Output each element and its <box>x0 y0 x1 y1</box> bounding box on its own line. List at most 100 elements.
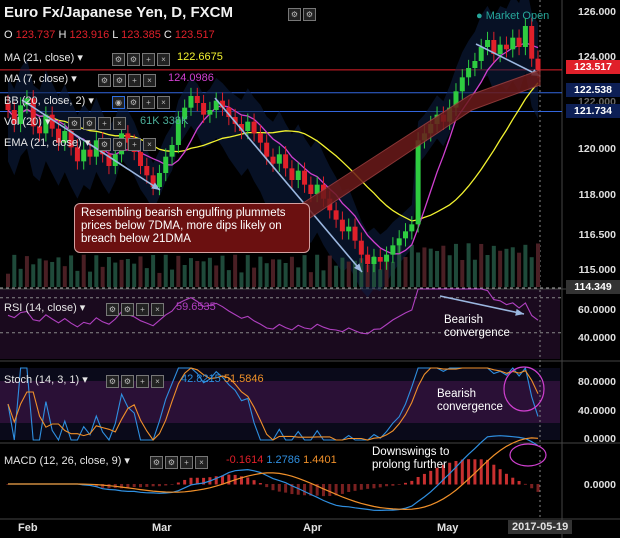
close-icon[interactable]: × <box>157 53 170 66</box>
volume-bar <box>132 263 137 287</box>
open-label: O <box>4 29 13 41</box>
gear-icon[interactable]: ⚙ <box>303 8 316 21</box>
candle-body <box>346 226 352 232</box>
close-icon[interactable]: × <box>113 117 126 130</box>
macd-legend[interactable]: MACD (12, 26, close, 9) ▾ <box>4 455 130 467</box>
gear-icon[interactable]: ⚙ <box>127 53 140 66</box>
close-icon[interactable]: × <box>157 96 170 109</box>
rsi-legend[interactable]: RSI (14, close) ▾ <box>4 302 86 314</box>
macd-annotation: Downswings to prolong further <box>372 446 450 471</box>
trend-arrow <box>475 43 541 77</box>
volume-bar <box>271 259 275 287</box>
settings-icon[interactable]: ⚙ <box>98 138 111 151</box>
close-icon[interactable]: × <box>151 375 164 388</box>
candle-body <box>295 170 301 180</box>
macd-histogram-bar <box>467 459 471 485</box>
plus-icon[interactable]: + <box>128 74 141 87</box>
plus-icon[interactable]: + <box>136 375 149 388</box>
plus-icon[interactable]: + <box>98 117 111 130</box>
candle-body <box>516 37 522 47</box>
settings-icon[interactable]: ⚙ <box>106 303 119 316</box>
macd-histogram-bar <box>517 480 521 485</box>
close-icon[interactable]: × <box>143 138 156 151</box>
volume-bar <box>50 261 55 287</box>
macd-line <box>8 435 539 512</box>
gear-icon[interactable]: ⚙ <box>121 375 134 388</box>
volume-bar <box>182 264 187 287</box>
macd-histogram-bar <box>277 484 281 492</box>
vol-legend[interactable]: Vol (20) ▾ <box>4 116 51 128</box>
candle-body <box>55 128 61 143</box>
plus-icon[interactable]: + <box>180 456 193 469</box>
close-icon[interactable]: × <box>143 74 156 87</box>
gear-icon[interactable]: ⚙ <box>113 74 126 87</box>
settings-icon[interactable]: ⚙ <box>150 456 163 469</box>
stoch-label: Stoch (14, 3, 1) <box>4 374 80 386</box>
rsi-controls: ⚙ ⚙ + × <box>106 303 164 316</box>
candle-body <box>138 152 143 166</box>
settings-icon[interactable]: ⚙ <box>106 375 119 388</box>
gear-icon[interactable]: ⚙ <box>165 456 178 469</box>
macd-histogram-bar <box>151 484 155 487</box>
volume-bar <box>94 255 99 287</box>
stoch-d-line <box>7 367 539 441</box>
macd-histogram-bar <box>530 484 534 489</box>
high-value: 123.916 <box>69 29 110 41</box>
plus-icon[interactable]: + <box>136 303 149 316</box>
price-tick: 118.000 <box>578 189 616 201</box>
close-icon[interactable]: × <box>151 303 164 316</box>
ma21-legend[interactable]: MA (21, close) ▾ <box>4 52 83 64</box>
rsi-annotation: Bearish convergence <box>444 314 510 339</box>
trend-arrow <box>21 99 161 191</box>
x-tick: May <box>437 522 459 534</box>
volume-bar <box>536 243 540 287</box>
candle-body <box>283 154 289 169</box>
macd-histogram-bar <box>416 476 420 485</box>
candle-body <box>409 224 415 232</box>
rsi-panel-bg <box>0 289 560 359</box>
macd-histogram-bar <box>536 484 540 492</box>
candle-body <box>182 107 188 120</box>
candle-body <box>5 103 11 110</box>
volume-bar <box>384 254 389 287</box>
plus-icon[interactable]: + <box>128 138 141 151</box>
candle-body <box>106 154 112 166</box>
ema-legend[interactable]: EMA (21, close) ▾ <box>4 137 91 149</box>
candle-body <box>30 98 36 127</box>
gear-icon[interactable]: ⚙ <box>121 303 134 316</box>
chart-title: Euro Fx/Japanese Yen, D, FXCM <box>4 4 233 21</box>
bb-controls: ◉ ⚙ + × <box>112 96 170 109</box>
plus-icon[interactable]: + <box>142 53 155 66</box>
settings-icon[interactable]: ⚙ <box>112 53 125 66</box>
macd-highlight-circle <box>509 443 547 467</box>
candle-body <box>302 170 308 185</box>
macd-histogram-bar <box>164 484 168 486</box>
macd-histogram-bar <box>157 484 161 487</box>
candle-body <box>144 166 150 176</box>
price-tick: 116.500 <box>578 229 616 241</box>
settings-icon[interactable]: ⚙ <box>68 117 81 130</box>
plus-icon[interactable]: + <box>142 96 155 109</box>
volume-bar <box>416 252 421 287</box>
gear-icon[interactable]: ⚙ <box>113 138 126 151</box>
stoch-legend[interactable]: Stoch (14, 3, 1) ▾ <box>4 374 88 386</box>
vol-label: Vol (20) <box>4 116 42 128</box>
close-icon[interactable]: × <box>195 456 208 469</box>
candle-body <box>276 154 282 164</box>
candle-body <box>403 231 408 239</box>
settings-icon[interactable]: ⚙ <box>98 74 111 87</box>
gear-icon[interactable]: ⚙ <box>83 117 96 130</box>
settings-icon[interactable]: ⚙ <box>288 8 301 21</box>
macd-histogram-bar <box>303 484 307 496</box>
ma7-legend[interactable]: MA (7, close) ▾ <box>4 73 77 85</box>
bb-legend[interactable]: BB (20, close, 2) ▾ <box>4 95 94 107</box>
volume-bar <box>233 254 238 287</box>
candle-body <box>308 184 314 194</box>
eye-icon[interactable]: ◉ <box>112 96 125 109</box>
settings-icon[interactable]: ⚙ <box>127 96 140 109</box>
candle-body <box>238 124 244 131</box>
macd-histogram-bar <box>296 484 300 495</box>
candle-body <box>188 96 194 108</box>
volume-bar <box>510 247 515 287</box>
